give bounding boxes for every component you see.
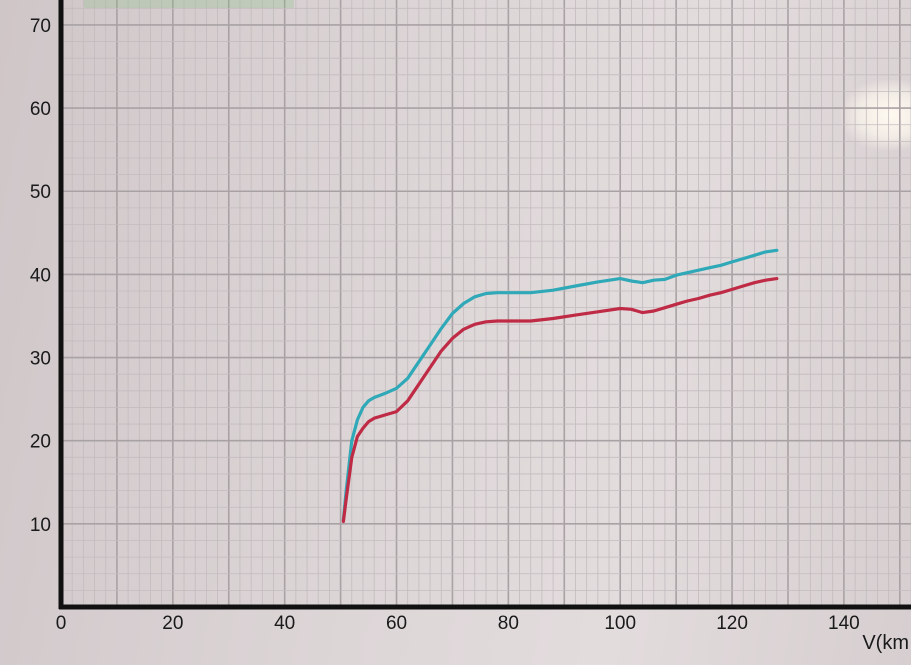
x-tick-label: 20 [162, 613, 183, 634]
y-tick-label: 30 [30, 349, 51, 370]
x-tick-label: 140 [828, 613, 860, 634]
legend [84, 0, 294, 8]
x-tick-label: 0 [56, 613, 67, 634]
x-axis-title: V(km [862, 632, 909, 654]
y-tick-label: 40 [30, 265, 51, 286]
series-line-2 [343, 279, 776, 522]
x-tick-label: 120 [716, 613, 748, 634]
x-tick-label: 80 [498, 613, 519, 634]
y-tick-label: 60 [30, 99, 51, 120]
y-tick-label: 20 [30, 432, 51, 453]
y-tick-label: 10 [30, 515, 51, 536]
y-tick-label: 50 [30, 182, 51, 203]
legend-entry-clipped [84, 0, 294, 8]
x-tick-label: 100 [604, 613, 636, 634]
y-tick-label: 70 [30, 16, 51, 37]
x-tick-label: 60 [386, 613, 407, 634]
grid [61, 0, 911, 607]
x-tick-label: 40 [274, 613, 295, 634]
